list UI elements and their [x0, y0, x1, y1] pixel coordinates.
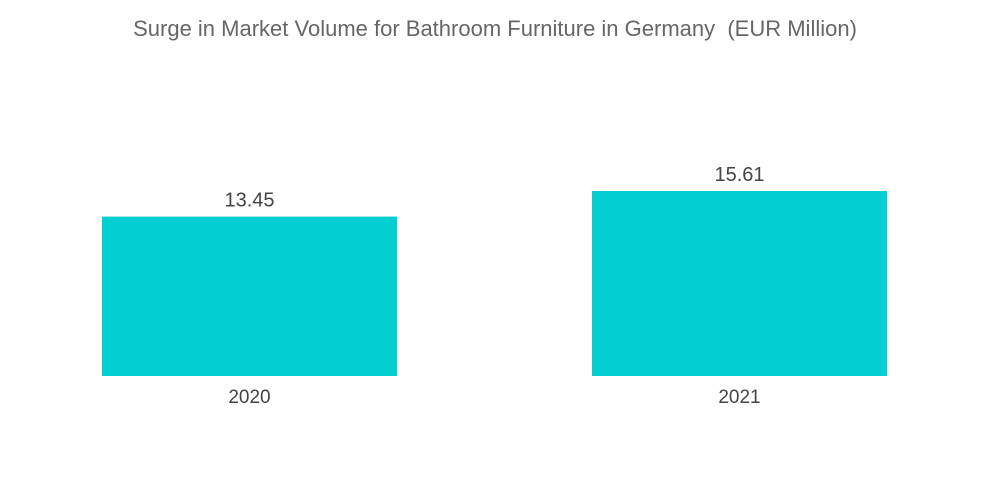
x-tick-label-2020: 2020: [228, 387, 270, 408]
data-labels-group: 13.45 15.61: [224, 164, 764, 212]
chart-title: Surge in Market Volume for Bathroom Furn…: [133, 16, 857, 41]
bar-2021: [592, 191, 887, 376]
bars-group: [102, 191, 887, 376]
bar-2020: [102, 216, 397, 376]
data-label-2021: 15.61: [714, 164, 764, 186]
x-axis-ticks-group: 2020 2021: [228, 387, 760, 408]
x-tick-label-2021: 2021: [718, 387, 760, 408]
data-label-2020: 13.45: [224, 190, 274, 212]
